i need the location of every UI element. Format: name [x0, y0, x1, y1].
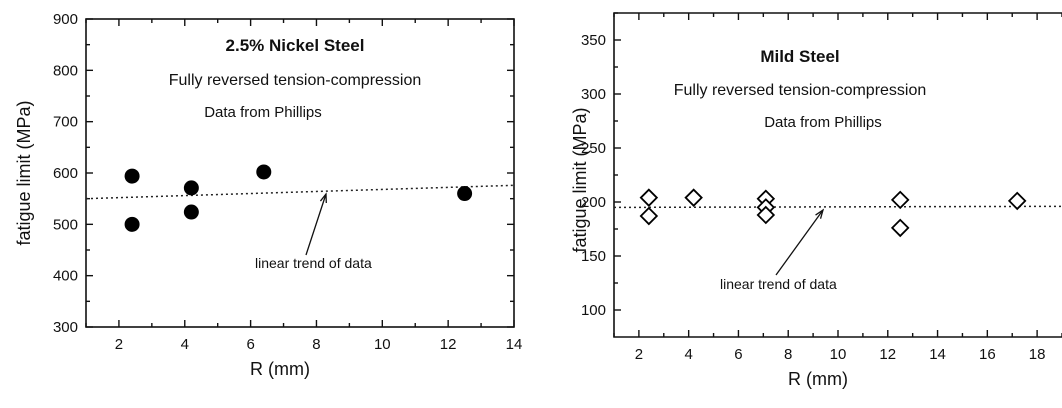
x-tick-label: 6	[246, 336, 254, 353]
x-tick-label: 8	[312, 336, 320, 353]
chart-source-note: Data from Phillips	[204, 104, 322, 121]
chart-subtitle: Fully reversed tension-compression	[169, 72, 422, 89]
x-tick-label: 12	[879, 346, 896, 363]
x-tick-label: 12	[440, 336, 457, 353]
y-tick-label: 900	[53, 11, 78, 28]
x-tick-label: 10	[374, 336, 391, 353]
y-tick-label: 200	[581, 194, 606, 211]
y-tick-label: 100	[581, 302, 606, 319]
data-point	[756, 205, 776, 225]
y-tick-label: 400	[53, 268, 78, 285]
x-tick-label: 4	[181, 336, 189, 353]
mild-steel-chart: 2 4 6 8 10 12 14 16 18 100 150 200 250 300 350 R (mm) fa…	[570, 12, 1062, 389]
x-tick-label: 8	[784, 346, 792, 363]
data-point	[124, 168, 140, 184]
x-tick-label: 14	[929, 346, 946, 363]
y-tick-label: 500	[53, 216, 78, 233]
y-tick-label: 300	[53, 319, 78, 336]
data-point	[890, 190, 910, 210]
data-point	[639, 206, 659, 226]
trend-annotation: linear trend of data	[255, 255, 372, 271]
annotation-arrow	[305, 193, 327, 256]
y-axis-label: fatigue limit (MPa)	[570, 107, 590, 252]
x-tick-label: 16	[979, 346, 996, 363]
data-point	[890, 218, 910, 238]
nickel-steel-chart: 2 4 6 8 10 12 14 300 400 500 600 700 800 900 R (mm) fat…	[14, 11, 522, 379]
data-point	[183, 180, 199, 196]
chart-title: 2.5% Nickel Steel	[226, 36, 365, 55]
x-tick-label: 18	[1029, 346, 1046, 363]
data-point	[684, 188, 703, 207]
x-tick-label: 14	[506, 336, 523, 353]
x-tick-label: 6	[734, 346, 742, 363]
y-tick-label: 600	[53, 165, 78, 182]
chart-subtitle: Fully reversed tension-compression	[674, 82, 927, 99]
x-axis-label: R (mm)	[788, 369, 848, 389]
x-tick-label: 4	[684, 346, 692, 363]
y-tick-label: 700	[53, 114, 78, 131]
data-point	[183, 204, 199, 220]
data-point	[1007, 191, 1027, 211]
plot-frame	[85, 18, 515, 328]
annotation-arrow	[775, 209, 824, 276]
y-tick-label: 300	[581, 86, 606, 103]
y-axis-label: fatigue limit (MPa)	[14, 100, 34, 245]
y-tick-label: 800	[53, 62, 78, 79]
annotation-arrowhead	[815, 208, 825, 219]
x-axis-label: R (mm)	[250, 359, 310, 379]
data-point	[256, 164, 272, 180]
data-point	[639, 188, 659, 207]
trend-line	[85, 184, 515, 200]
y-tick-label: 250	[581, 140, 606, 157]
x-tick-label: 2	[115, 336, 123, 353]
trend-line	[613, 205, 1062, 209]
chart-source-note: Data from Phillips	[764, 114, 882, 131]
data-point	[457, 186, 473, 202]
trend-annotation: linear trend of data	[720, 276, 837, 292]
data-point	[124, 216, 140, 232]
x-tick-label: 2	[635, 346, 643, 363]
x-tick-label: 10	[830, 346, 847, 363]
chart-title: Mild Steel	[760, 47, 839, 66]
annotation-arrowhead	[319, 192, 327, 204]
y-tick-label: 350	[581, 32, 606, 49]
y-tick-label: 150	[581, 248, 606, 265]
